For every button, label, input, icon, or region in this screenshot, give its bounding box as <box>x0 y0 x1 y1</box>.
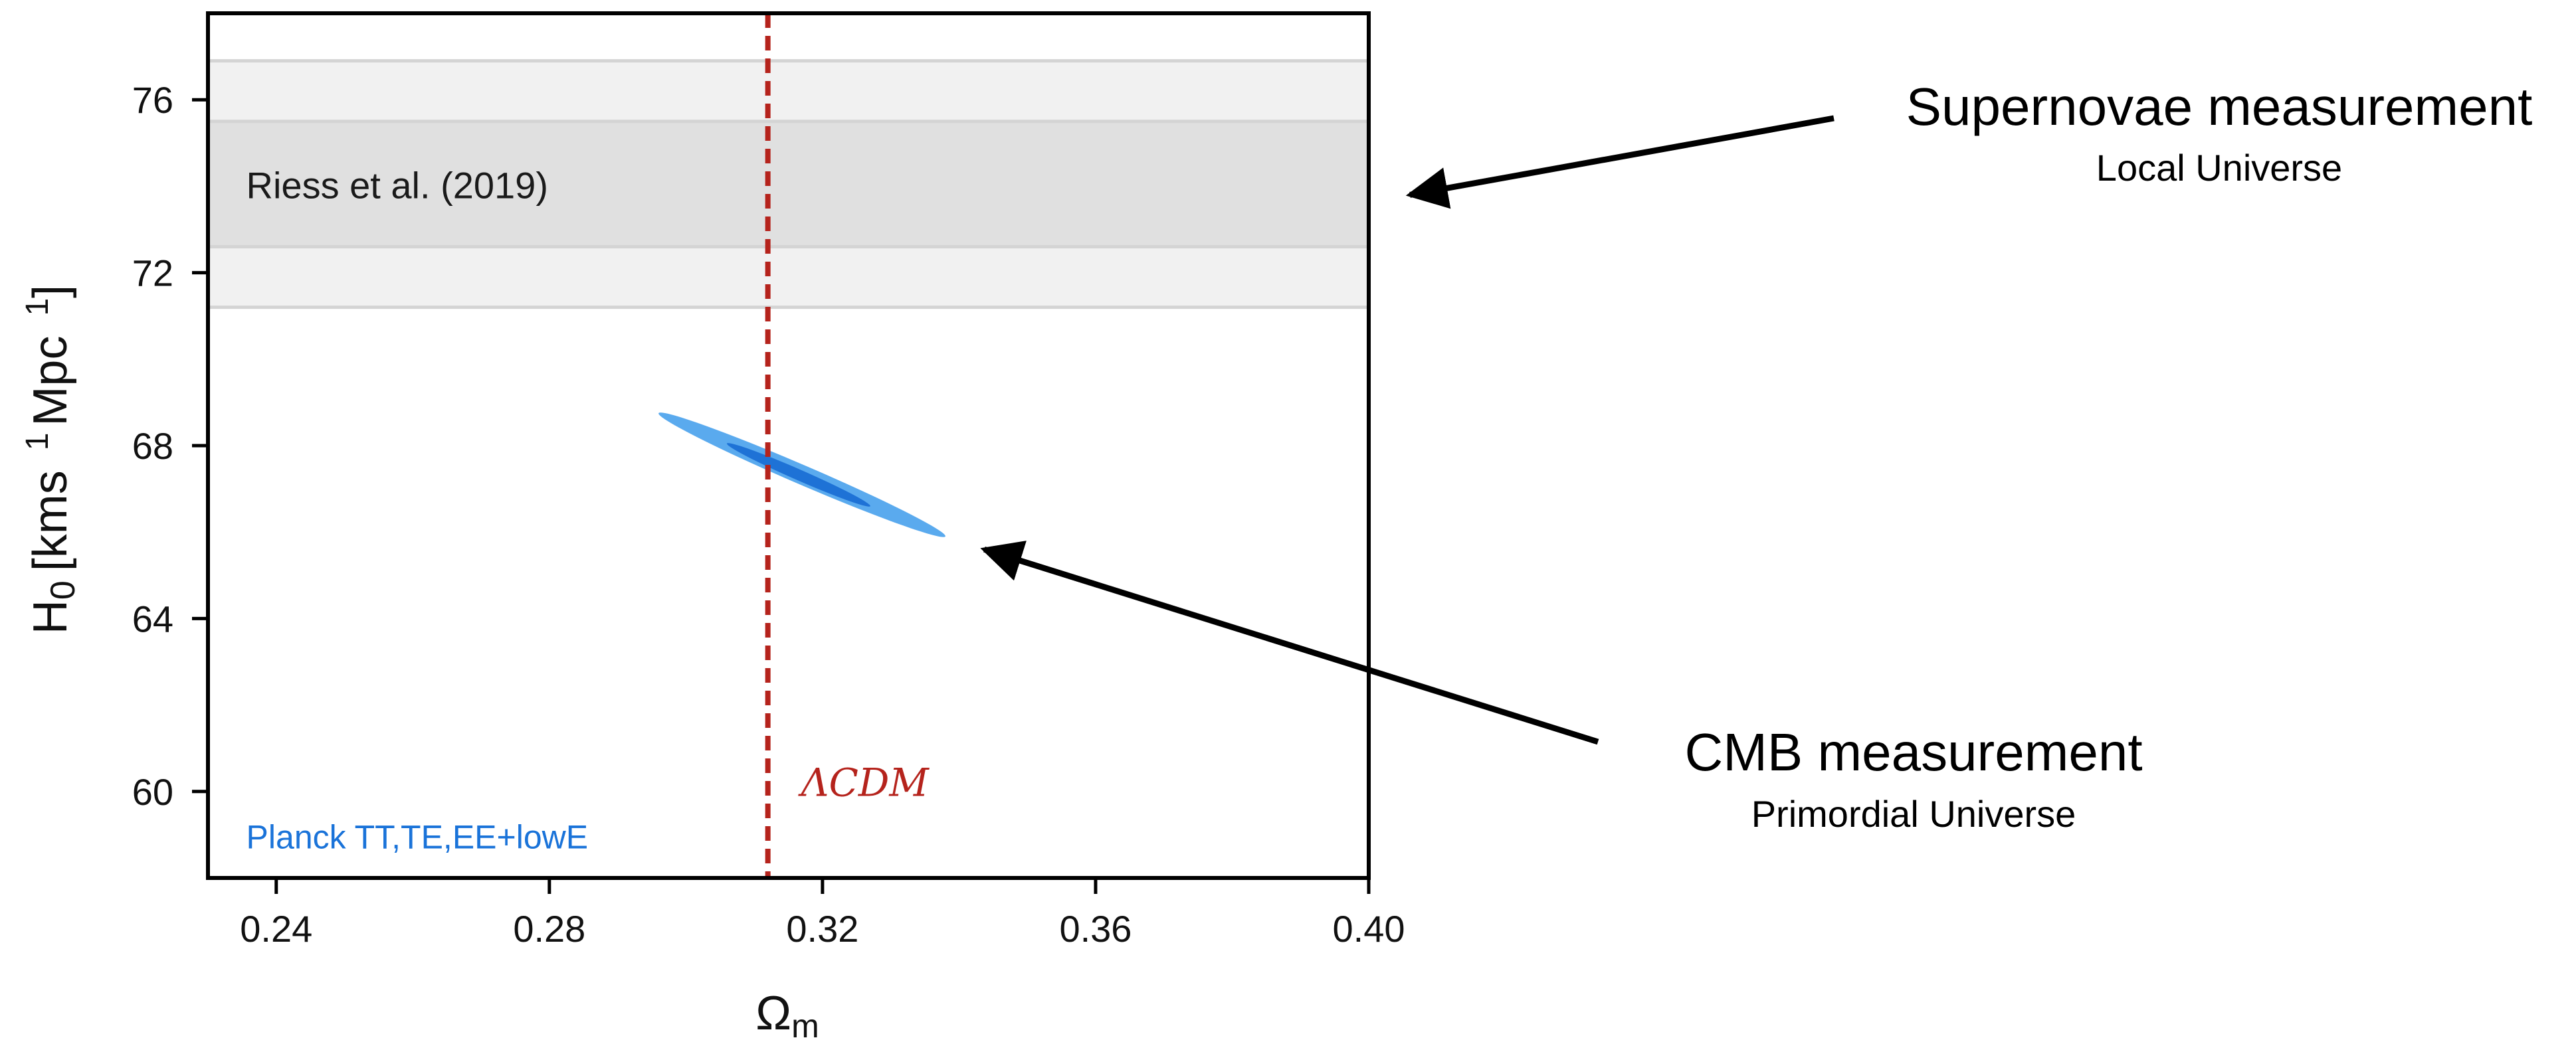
y-axis-title-main: H <box>24 600 77 634</box>
x-tick-label: 0.32 <box>786 908 858 950</box>
x-tick-label: 0.40 <box>1333 908 1405 950</box>
x-axis-title-main: Ω <box>755 987 791 1040</box>
x-tick-label: 0.24 <box>240 908 312 950</box>
contour-layer <box>658 412 945 537</box>
y-axis-title-close: ] <box>24 285 77 298</box>
x-tick-label: 0.36 <box>1059 908 1132 950</box>
y-tick-label: 76 <box>132 79 173 121</box>
y-tick-label: 64 <box>132 598 173 640</box>
band-label: Riess et al. (2019) <box>247 164 548 206</box>
annotation-cmb: CMB measurement Primordial Universe <box>980 541 2143 835</box>
y-axis-ticks: 60 64 68 72 76 <box>132 79 208 813</box>
y-axis-title-sub: 0 <box>44 580 82 600</box>
contour-label: Planck TT,TE,EE+lowE <box>247 819 589 856</box>
bands-layer <box>206 59 1371 309</box>
x-tick-label: 0.28 <box>513 908 585 950</box>
contour-inner <box>726 443 870 507</box>
y-tick-label: 72 <box>132 252 173 294</box>
y-axis-title-unit: [kms <box>24 470 77 571</box>
y-axis-title-sup2: 1 <box>20 298 55 316</box>
y-axis-title-sup1: 1 <box>20 433 55 451</box>
cmb-subtitle: Primordial Universe <box>1751 793 2076 835</box>
y-axis-title-unit2: Mpc <box>24 336 77 426</box>
y-tick-label: 68 <box>132 425 173 467</box>
x-axis-title: Ωm <box>755 987 819 1042</box>
annotation-supernovae: Supernovae measurement Local Universe <box>1405 77 2533 209</box>
cmb-title: CMB measurement <box>1684 723 2142 782</box>
lcdm-label: ΛCDM <box>798 760 930 805</box>
x-axis-ticks: 0.24 0.28 0.32 0.36 0.40 <box>240 878 1405 950</box>
x-axis-title-sub: m <box>791 1007 819 1042</box>
y-tick-label: 60 <box>132 771 173 813</box>
supernovae-title: Supernovae measurement <box>1906 77 2533 136</box>
supernovae-subtitle: Local Universe <box>2096 147 2342 189</box>
y-axis-title: H0 [kms 1 Mpc 1] <box>20 285 82 634</box>
band-inner <box>206 120 1371 249</box>
arrow-supernovae <box>1405 115 1834 209</box>
arrow-cmb <box>980 541 1599 745</box>
